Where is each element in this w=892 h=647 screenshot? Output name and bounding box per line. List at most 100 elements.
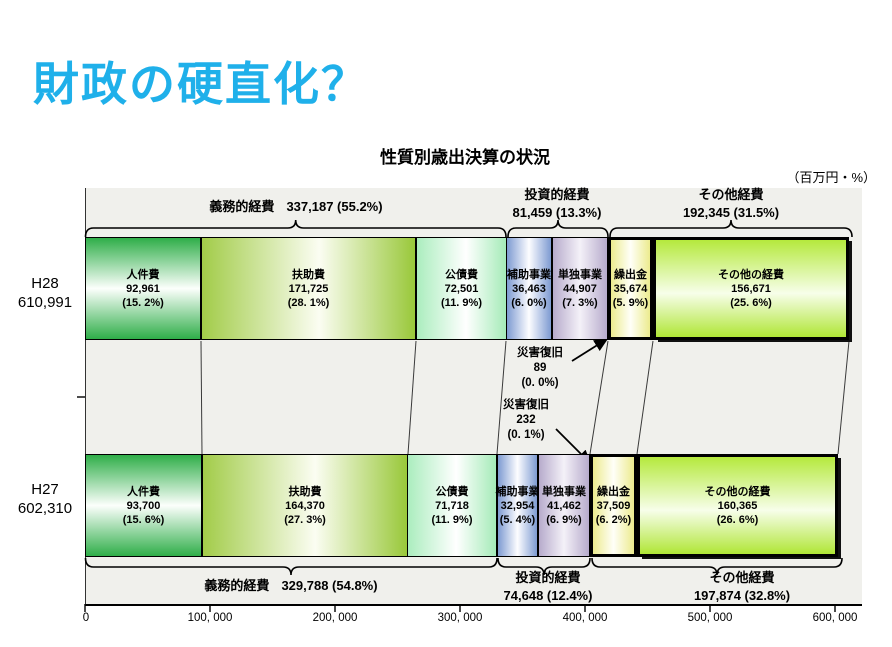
segment-name: 扶助費 bbox=[292, 268, 325, 281]
segment-pct: (5. 4%) bbox=[499, 513, 536, 526]
segment-value: 36,463 bbox=[512, 282, 546, 295]
segment-h27-assistance: 扶助費 164,370 (27. 3%) bbox=[202, 454, 408, 557]
segment-value: 72,501 bbox=[444, 282, 479, 295]
row-label-h27: H27 602,310 bbox=[9, 480, 81, 518]
x-tick-label-1: 100, 000 bbox=[187, 612, 233, 624]
segment-h28-debt: 公債費 72,501 (11. 9%) bbox=[416, 237, 507, 340]
segment-name: 補助事業 bbox=[495, 485, 540, 498]
segment-pct: (15. 6%) bbox=[122, 513, 165, 526]
segment-value: 44,907 bbox=[563, 282, 597, 295]
segment-h27-debt: 公債費 71,718 (11. 9%) bbox=[407, 454, 497, 557]
row-era: H27 bbox=[31, 481, 59, 498]
segment-value: 171,725 bbox=[288, 282, 329, 295]
callout-disaster-h28: 災害復旧 89 (0. 0%) bbox=[517, 346, 563, 391]
group-label-other-h27: その他経費 197,874 (32.8%) bbox=[694, 569, 790, 605]
callout-pct: (0. 1%) bbox=[507, 429, 545, 441]
segment-h27-personnel: 人件費 93,700 (15. 6%) bbox=[85, 454, 202, 557]
group-label-investment-h27: 投資的経費 74,648 (12.4%) bbox=[504, 569, 593, 605]
chart-title: 性質別歳出決算の状況 bbox=[380, 148, 550, 167]
group-name: その他経費 bbox=[709, 570, 775, 585]
segment-name: 人件費 bbox=[127, 485, 160, 498]
segment-value: 160,365 bbox=[717, 499, 758, 512]
group-value: 192,345 (31.5%) bbox=[682, 205, 780, 220]
segment-name: 補助事業 bbox=[507, 268, 551, 281]
segment-h28-subsidized: 補助事業 36,463 (6. 0%) bbox=[506, 237, 552, 340]
x-tick-label-3: 300, 000 bbox=[437, 612, 483, 624]
group-value: 197,874 (32.8%) bbox=[693, 588, 791, 603]
segment-value: 156,671 bbox=[731, 282, 771, 295]
group-value: 337,187 (55.2%) bbox=[286, 199, 383, 214]
bar-h27: 人件費 93,700 (15. 6%) 扶助費 164,370 (27. 3%)… bbox=[85, 454, 850, 557]
group-name: 義務的経費 bbox=[209, 199, 275, 214]
segment-name: 扶助費 bbox=[288, 485, 322, 498]
segment-value: 41,462 bbox=[547, 499, 581, 512]
segment-h28-transfer: 繰出金 35,674 (5. 9%) bbox=[608, 237, 653, 340]
segment-h28-independent: 単独事業 44,907 (7. 3%) bbox=[552, 237, 608, 340]
segment-pct: (25. 6%) bbox=[730, 296, 772, 309]
group-value: 74,648 (12.4%) bbox=[503, 588, 593, 603]
group-name: その他経費 bbox=[698, 187, 764, 202]
segment-pct: (7. 3%) bbox=[562, 296, 598, 309]
segment-value: 93,700 bbox=[126, 499, 161, 512]
segment-pct: (6. 2%) bbox=[595, 513, 632, 526]
group-name: 投資的経費 bbox=[524, 187, 590, 202]
x-tick-label-6: 600, 000 bbox=[812, 612, 858, 624]
unit-note: （百万円・%） bbox=[786, 170, 876, 185]
segment-pct: (26. 6%) bbox=[716, 513, 759, 526]
segment-pct: (6. 9%) bbox=[546, 513, 582, 526]
group-label-other-h28: その他経費 192,345 (31.5%) bbox=[683, 186, 779, 222]
group-name: 投資的経費 bbox=[515, 570, 581, 585]
callout-pct: (0. 0%) bbox=[521, 377, 559, 389]
segment-name: その他の経費 bbox=[704, 485, 771, 498]
segment-name: その他の経費 bbox=[718, 268, 784, 281]
callout-value: 232 bbox=[516, 414, 536, 426]
callout-disaster-h27: 災害復旧 232 (0. 1%) bbox=[503, 398, 549, 443]
segment-pct: (28. 1%) bbox=[287, 296, 330, 309]
segment-pct: (11. 9%) bbox=[431, 513, 473, 526]
segment-h27-other: その他の経費 160,365 (26. 6%) bbox=[637, 454, 838, 557]
x-tick-label-2: 200, 000 bbox=[312, 612, 358, 624]
group-value: 329,788 (54.8%) bbox=[281, 578, 378, 593]
segment-pct: (5. 9%) bbox=[612, 296, 649, 309]
segment-pct: (15. 2%) bbox=[122, 296, 164, 309]
callout-value: 89 bbox=[533, 362, 547, 374]
segment-name: 繰出金 bbox=[597, 485, 630, 498]
segment-name: 公債費 bbox=[445, 268, 478, 281]
segment-value: 37,509 bbox=[596, 499, 631, 512]
segment-name: 繰出金 bbox=[614, 268, 647, 281]
row-total: 610,991 bbox=[17, 294, 73, 311]
callout-name: 災害復旧 bbox=[517, 347, 563, 359]
callout-name: 災害復旧 bbox=[503, 399, 549, 411]
group-label-mandatory-h28: 義務的経費 337,187 (55.2%) bbox=[209, 198, 382, 216]
group-label-mandatory-h27: 義務的経費 329,788 (54.8%) bbox=[204, 577, 377, 595]
segment-pct: (6. 0%) bbox=[511, 296, 547, 309]
row-label-h28: H28 610,991 bbox=[9, 274, 81, 312]
row-total: 602,310 bbox=[17, 500, 73, 517]
segment-value: 92,961 bbox=[126, 282, 160, 295]
row-era: H28 bbox=[31, 275, 59, 292]
x-tick-label-4: 400, 000 bbox=[562, 612, 608, 624]
segment-value: 71,718 bbox=[435, 499, 469, 512]
segment-h28-assistance: 扶助費 171,725 (28. 1%) bbox=[201, 237, 416, 340]
group-value: 81,459 (13.3%) bbox=[512, 205, 602, 220]
group-name: 義務的経費 bbox=[204, 578, 270, 593]
segment-name: 公債費 bbox=[435, 485, 469, 498]
segment-name: 単独事業 bbox=[542, 485, 586, 498]
segment-name: 単独事業 bbox=[558, 268, 602, 281]
x-tick-label-5: 500, 000 bbox=[687, 612, 733, 624]
bar-h28: 人件費 92,961 (15. 2%) 扶助費 171,725 (28. 1%)… bbox=[85, 237, 850, 340]
segment-h27-transfer: 繰出金 37,509 (6. 2%) bbox=[590, 454, 637, 557]
group-label-investment-h28: 投資的経費 81,459 (13.3%) bbox=[513, 186, 602, 222]
segment-h27-independent: 単独事業 41,462 (6. 9%) bbox=[538, 454, 590, 557]
segment-value: 32,954 bbox=[500, 499, 535, 512]
segment-value: 164,370 bbox=[285, 499, 325, 512]
segment-name: 人件費 bbox=[126, 268, 160, 281]
page-title: 財政の硬直化？ bbox=[33, 59, 369, 110]
segment-value: 35,674 bbox=[613, 282, 648, 295]
segment-pct: (11. 9%) bbox=[441, 296, 482, 309]
segment-h27-subsidized: 補助事業 32,954 (5. 4%) bbox=[495, 454, 540, 557]
segment-h28-other: その他の経費 156,671 (25. 6%) bbox=[653, 237, 849, 340]
segment-h28-personnel: 人件費 92,961 (15. 2%) bbox=[85, 237, 201, 340]
x-tick-label-0: 0 bbox=[82, 612, 90, 624]
